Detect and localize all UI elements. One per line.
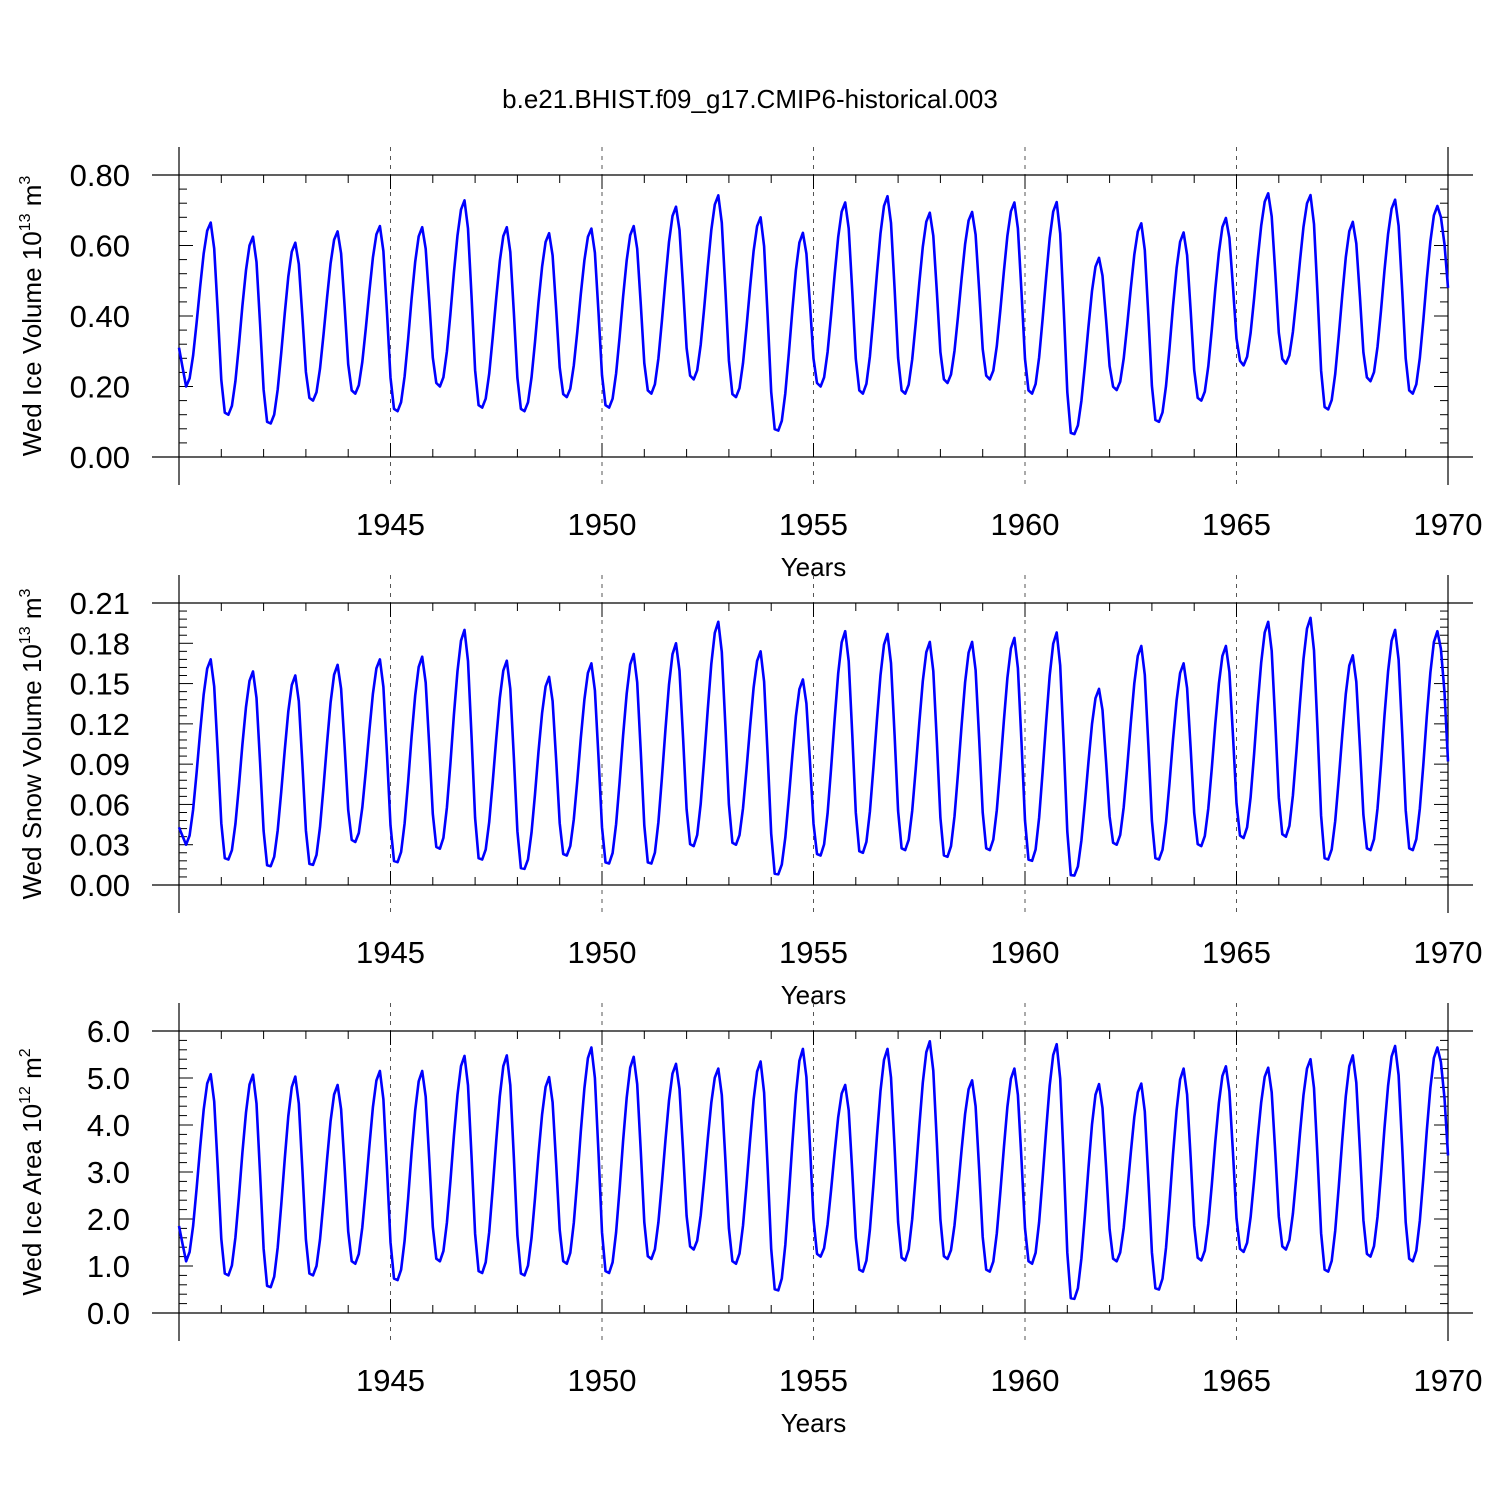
y-tick-label: 0.15 xyxy=(70,667,130,702)
x-tick-label: 1960 xyxy=(991,507,1060,542)
x-tick-label: 1970 xyxy=(1414,935,1483,970)
y-tick-label: 0.18 xyxy=(70,626,130,661)
y-tick-label: 0.0 xyxy=(87,1296,130,1331)
y-axis-label: Wed Ice Area 1012 m2 xyxy=(17,1048,47,1295)
x-tick-label: 1955 xyxy=(779,507,848,542)
chart-panel-2: 0.00 0.03 0.06 0.09 0.12 0.15 0.18 0.21 1945 1950… xyxy=(17,575,1482,1010)
y-tick-label: 0.00 xyxy=(70,868,130,903)
x-tick-label: 1945 xyxy=(356,935,425,970)
y-tick-label: 3.0 xyxy=(87,1155,130,1190)
y-tick-label: 0.03 xyxy=(70,828,130,863)
series-line xyxy=(177,192,1450,436)
x-tick-label: 1945 xyxy=(356,507,425,542)
y-tick-label: 0.00 xyxy=(70,440,130,475)
y-tick-label: 2.0 xyxy=(87,1202,130,1237)
x-tick-label: 1970 xyxy=(1414,507,1483,542)
y-tick-label: 5.0 xyxy=(87,1061,130,1096)
chart-panel-3: 0.0 1.0 2.0 3.0 4.0 5.0 6.0 1945 1950 1955 1960 196… xyxy=(17,1003,1482,1438)
y-tick-label: 0.12 xyxy=(70,707,130,742)
x-tick-label: 1945 xyxy=(356,1363,425,1398)
y-tick-label: 0.80 xyxy=(70,158,130,193)
x-axis-label: Years xyxy=(781,1408,847,1438)
y-tick-label: 0.60 xyxy=(70,229,130,264)
x-tick-label: 1965 xyxy=(1202,507,1271,542)
y-tick-label: 4.0 xyxy=(87,1108,130,1143)
x-tick-label: 1955 xyxy=(779,935,848,970)
x-tick-label: 1965 xyxy=(1202,935,1271,970)
x-tick-label: 1955 xyxy=(779,1363,848,1398)
y-tick-label: 0.09 xyxy=(70,747,130,782)
x-tick-label: 1965 xyxy=(1202,1363,1271,1398)
x-tick-label: 1960 xyxy=(991,935,1060,970)
series-line xyxy=(177,1040,1450,1301)
y-tick-label: 0.20 xyxy=(70,370,130,405)
chart-panel-1: 0.00 0.20 0.40 0.60 0.80 1945 1950 1955 1960 1965… xyxy=(17,147,1482,582)
y-tick-label: 6.0 xyxy=(87,1014,130,1049)
series-line xyxy=(177,616,1450,877)
y-axis-label: Wed Ice Volume 1013 m3 xyxy=(17,176,47,457)
y-axis-label: Wed Snow Volume 1013 m3 xyxy=(17,588,47,899)
x-tick-label: 1950 xyxy=(568,935,637,970)
x-tick-label: 1950 xyxy=(568,507,637,542)
x-tick-label: 1960 xyxy=(991,1363,1060,1398)
y-tick-label: 0.40 xyxy=(70,299,130,334)
y-tick-label: 1.0 xyxy=(87,1249,130,1284)
y-tick-label: 0.06 xyxy=(70,787,130,822)
figure-title: b.e21.BHIST.f09_g17.CMIP6-historical.003 xyxy=(502,84,998,114)
x-tick-label: 1970 xyxy=(1414,1363,1483,1398)
y-tick-label: 0.21 xyxy=(70,586,130,621)
x-tick-label: 1950 xyxy=(568,1363,637,1398)
